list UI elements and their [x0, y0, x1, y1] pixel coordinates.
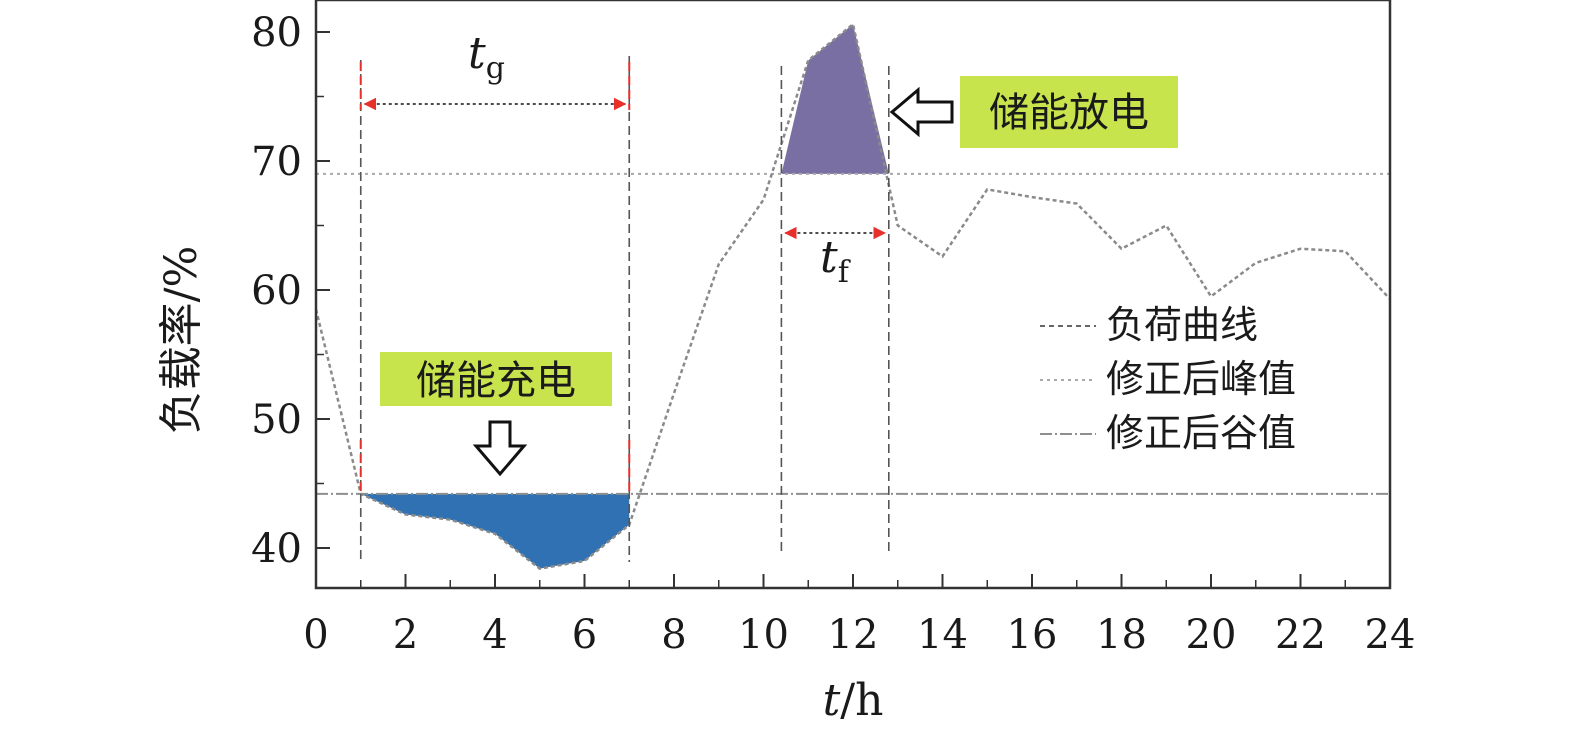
x-tick-label: 18: [1096, 612, 1147, 658]
y-tick-label: 60: [251, 268, 302, 314]
interval-markers: [359, 56, 890, 562]
discharge-area: [781, 24, 889, 174]
y-tick-label: 80: [251, 10, 302, 56]
x-tick-label: 2: [393, 612, 418, 658]
charge-down-arrow-icon: [472, 420, 528, 477]
charge-area: [360, 493, 630, 569]
discharge-callout: 储能放电: [889, 76, 1178, 148]
discharge-callout-text: 储能放电: [989, 90, 1149, 136]
y-axis-ticks: 40 50 60 70 80: [251, 10, 330, 572]
x-tick-label: 10: [738, 612, 789, 658]
x-tick-label: 0: [303, 612, 328, 658]
charge-callout-text: 储能充电: [416, 358, 576, 404]
x-tick-label: 24: [1365, 612, 1416, 658]
tf-label: tf: [820, 232, 851, 290]
x-tick-label: 12: [828, 612, 879, 658]
x-tick-label: 20: [1186, 612, 1237, 658]
x-axis-title: t/h: [823, 675, 884, 726]
charge-callout: 储能充电: [380, 352, 612, 477]
x-tick-label: 14: [917, 612, 968, 658]
charge-callout-bg: [380, 352, 612, 406]
tg-label: tg: [468, 28, 505, 86]
discharge-left-arrow-icon: [889, 86, 954, 138]
y-tick-label: 70: [251, 139, 302, 185]
x-tick-label: 8: [661, 612, 686, 658]
load-curve-line: [314, 22, 1391, 570]
x-tick-label: 6: [572, 612, 597, 658]
x-tick-label: 4: [482, 612, 507, 658]
y-axis-title: 负载率/%: [156, 246, 207, 435]
y-tick-label: 40: [251, 526, 302, 572]
legend-label: 修正后峰值: [1106, 357, 1296, 401]
x-tick-label: 16: [1007, 612, 1058, 658]
legend-label: 负荷曲线: [1106, 303, 1258, 347]
discharge-callout-bg: [960, 76, 1178, 148]
y-tick-label: 50: [251, 397, 302, 443]
x-tick-label: 22: [1275, 612, 1326, 658]
legend-label: 修正后谷值: [1106, 411, 1296, 455]
x-axis-ticks: 0 2 4 6 8 10 12 14 16 18 20 22 24: [303, 574, 1415, 658]
